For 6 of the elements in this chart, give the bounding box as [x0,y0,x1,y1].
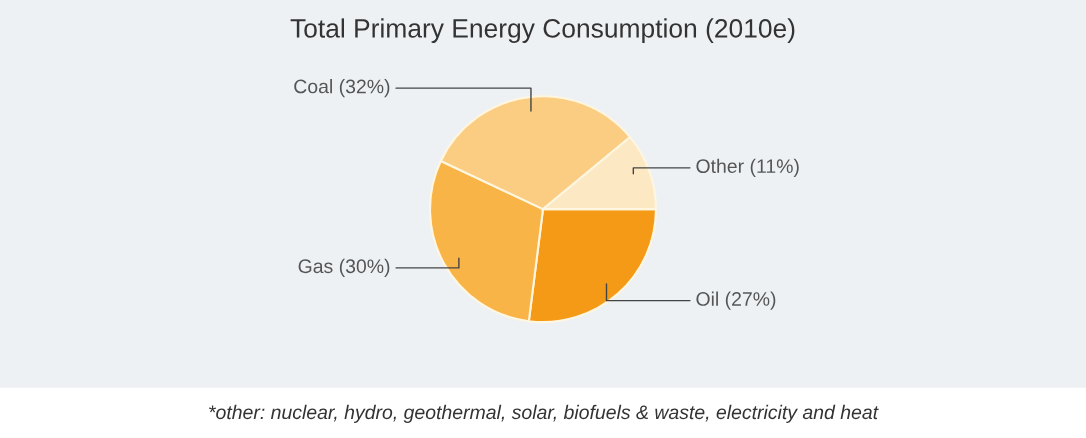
slice-label: Gas (30%) [298,258,390,277]
chart-title: Total Primary Energy Consumption (2010e) [290,18,795,43]
slice-label: Other (11%) [696,158,799,177]
text: *other: nuclear, hydro, geothermal, solar, biofuels & waste, electricity and heat [209,404,879,423]
slice-label: Coal (32%) [294,79,390,98]
slice-label: Oil (27%) [696,291,776,310]
